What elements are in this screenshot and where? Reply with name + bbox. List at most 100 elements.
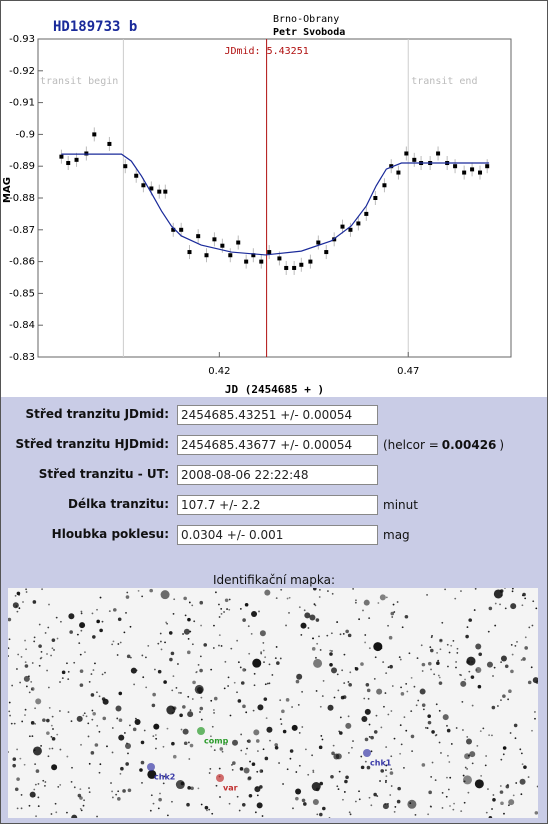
star (55, 616, 58, 619)
star (210, 699, 213, 702)
star (514, 644, 517, 647)
star (462, 774, 465, 777)
data-point (179, 227, 184, 232)
field-value: 2454685.43677 +/- 0.00054 (177, 435, 378, 455)
star (410, 676, 413, 679)
star (519, 778, 526, 785)
star (78, 642, 81, 645)
star (111, 796, 114, 799)
star (187, 711, 194, 718)
star (292, 807, 294, 810)
star (354, 601, 357, 604)
star (368, 617, 371, 619)
field-value: 2008-08-06 22:22:48 (177, 465, 378, 485)
star (342, 695, 347, 699)
star (168, 631, 173, 635)
data-point (404, 151, 409, 156)
star (177, 663, 179, 665)
star (500, 655, 507, 662)
suffix-part: 0.00426 (441, 438, 497, 452)
star (265, 717, 268, 720)
star (51, 747, 54, 750)
star (298, 732, 301, 734)
star (266, 682, 269, 685)
star (446, 776, 448, 779)
star (477, 684, 482, 689)
star (200, 624, 202, 627)
star (172, 754, 177, 759)
star (500, 801, 504, 806)
star (364, 708, 371, 715)
star (141, 654, 144, 657)
star (288, 596, 291, 599)
star (50, 654, 52, 657)
star (487, 788, 489, 790)
star (385, 779, 387, 782)
star (98, 730, 101, 733)
star (9, 714, 11, 717)
data-point (251, 253, 256, 258)
star (21, 720, 24, 723)
star (236, 639, 239, 642)
star (479, 730, 482, 733)
star (430, 805, 432, 808)
star (30, 680, 33, 683)
star (115, 793, 118, 796)
star (331, 667, 338, 674)
star (71, 766, 73, 769)
star (219, 796, 221, 798)
star (231, 768, 234, 771)
star (365, 682, 370, 687)
star (94, 743, 99, 747)
star (362, 609, 364, 612)
data-point (364, 211, 369, 216)
star (516, 640, 518, 643)
star (236, 795, 239, 798)
star (53, 649, 55, 651)
star (67, 711, 70, 713)
star (405, 682, 408, 685)
star (11, 684, 14, 687)
star (44, 781, 47, 783)
star (252, 658, 262, 668)
data-point (134, 173, 139, 178)
star (99, 628, 103, 633)
data-point (462, 170, 467, 175)
star (349, 671, 352, 674)
star (79, 622, 86, 629)
star (321, 695, 324, 697)
star (264, 589, 271, 596)
star (399, 752, 402, 755)
data-point (236, 240, 241, 245)
star (215, 591, 217, 594)
star (467, 791, 470, 794)
star (405, 729, 408, 732)
star (139, 768, 143, 772)
star (30, 721, 35, 725)
star (430, 776, 433, 778)
star (343, 791, 346, 793)
star (195, 671, 198, 673)
star (474, 588, 477, 590)
star (531, 729, 533, 732)
star (536, 785, 538, 788)
star (511, 590, 514, 593)
star (228, 608, 231, 611)
star (151, 703, 156, 708)
star (96, 691, 98, 694)
star (494, 624, 497, 627)
star (165, 621, 168, 624)
star (400, 692, 405, 696)
star (20, 807, 23, 810)
star (96, 619, 100, 624)
star (244, 753, 247, 755)
star (68, 613, 75, 620)
star (145, 656, 147, 659)
star (532, 600, 535, 603)
star (31, 688, 33, 691)
star (247, 625, 250, 628)
star (348, 683, 352, 687)
star (524, 646, 528, 650)
map-marker-label: comp (204, 737, 229, 746)
star (34, 783, 37, 786)
